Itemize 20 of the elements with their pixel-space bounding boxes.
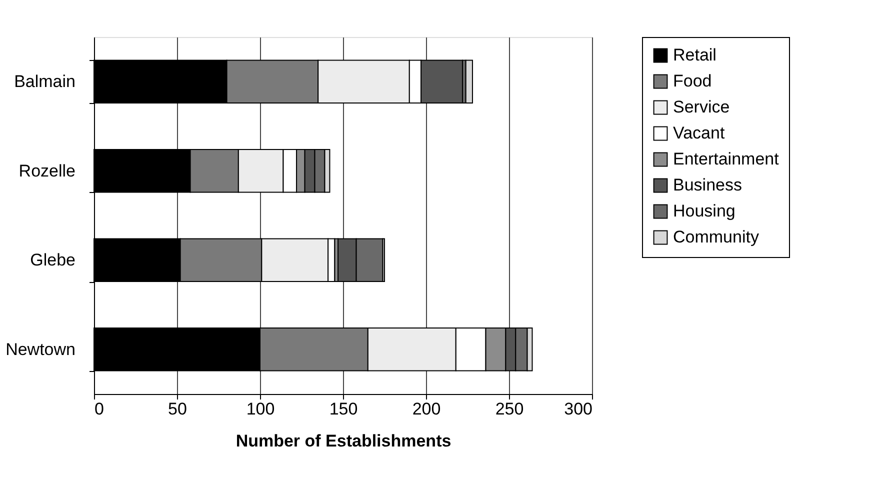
x-tick-label: 0 bbox=[94, 400, 104, 418]
y-tick-label: Rozelle bbox=[18, 161, 76, 180]
legend-label: Business bbox=[673, 176, 742, 194]
legend-label: Service bbox=[673, 98, 730, 116]
y-tick-label: Newtown bbox=[6, 340, 76, 359]
x-tick-label: 300 bbox=[564, 400, 592, 418]
x-axis-title: Number of Establishments bbox=[236, 432, 452, 450]
x-tick-label: 250 bbox=[495, 400, 524, 418]
x-tick-label: 100 bbox=[246, 400, 275, 418]
x-tick-label: 50 bbox=[168, 400, 187, 418]
x-tick-label: 150 bbox=[329, 400, 358, 418]
x-tick-label: 200 bbox=[412, 400, 441, 418]
legend-label: Community bbox=[673, 228, 760, 246]
y-tick-label: Balmain bbox=[14, 72, 76, 92]
legend-label: Retail bbox=[673, 46, 716, 64]
y-tick-label: Glebe bbox=[30, 250, 76, 270]
legend-label: Vacant bbox=[673, 124, 725, 142]
legend-label: Food bbox=[673, 72, 712, 90]
legend-label: Housing bbox=[673, 202, 736, 220]
legend-label: Entertainment bbox=[673, 150, 780, 168]
